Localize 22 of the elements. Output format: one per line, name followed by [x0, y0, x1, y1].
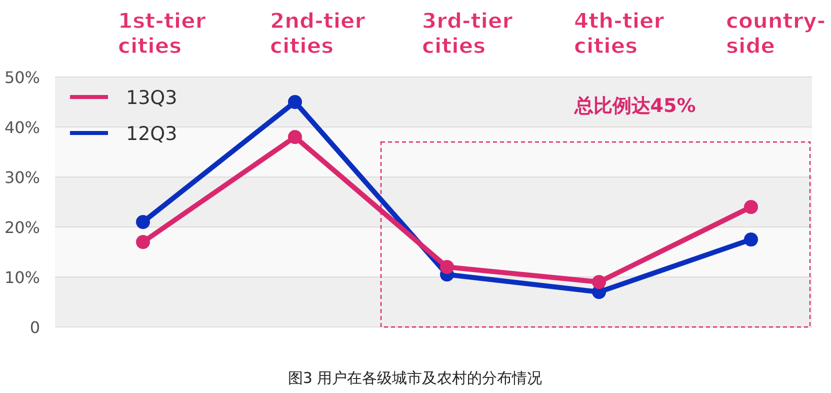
caption: 图3 用户在各级城市及农村的分布情况	[288, 369, 542, 387]
legend-label: 13Q3	[126, 87, 178, 109]
point	[440, 260, 454, 274]
y-tick-label: 30%	[4, 168, 40, 187]
point	[592, 275, 606, 289]
y-tick-label: 10%	[4, 268, 40, 287]
x-tick-label: 1st-tier cities	[118, 9, 206, 58]
point	[288, 95, 302, 109]
y-tick-label: 50%	[4, 68, 40, 87]
point	[744, 232, 758, 246]
point	[136, 215, 150, 229]
point	[136, 235, 150, 249]
legend-label: 12Q3	[126, 123, 178, 145]
x-tick-label: 3rd-tier cities	[422, 9, 514, 58]
x-tick-label: 4th-tier cities	[574, 9, 665, 58]
y-tick-label: 0	[30, 318, 40, 337]
annotation: 总比例达45%	[573, 95, 696, 117]
y-tick-label: 40%	[4, 118, 40, 137]
point	[744, 200, 758, 214]
x-tick-label: country-side	[726, 9, 826, 58]
y-tick-label: 20%	[4, 218, 40, 237]
point	[288, 130, 302, 144]
